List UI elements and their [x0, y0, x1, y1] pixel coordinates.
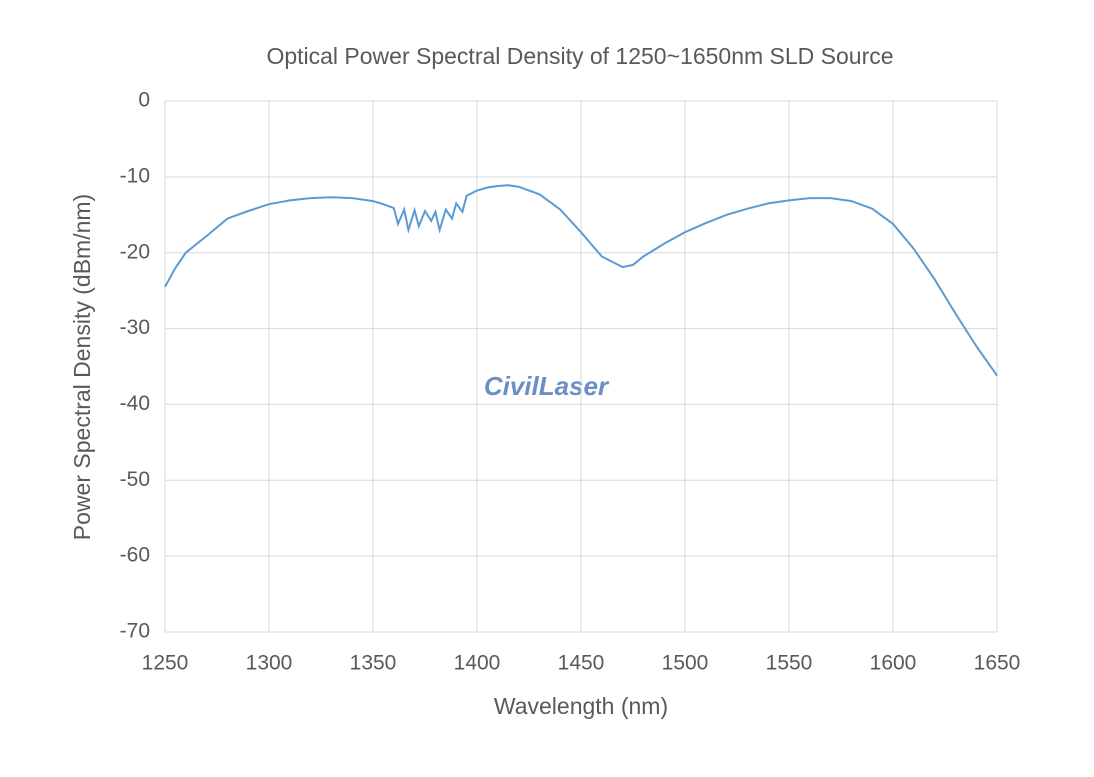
- y-tick-label: 0: [138, 89, 150, 112]
- y-tick-label: -20: [120, 240, 150, 263]
- x-tick-label: 1250: [142, 652, 189, 675]
- x-tick-label: 1400: [454, 652, 501, 675]
- y-tick-label: -60: [120, 544, 150, 567]
- x-tick-label: 1300: [246, 652, 293, 675]
- y-axis-label: Power Spectral Density (dBm/nm): [69, 194, 95, 540]
- watermark: CivilLaser: [484, 371, 610, 401]
- x-tick-label: 1500: [662, 652, 709, 675]
- x-tick-label: 1350: [350, 652, 397, 675]
- chart-title: Optical Power Spectral Density of 1250~1…: [266, 43, 893, 69]
- x-axis-label: Wavelength (nm): [494, 693, 668, 719]
- data-line: [164, 184, 998, 377]
- x-tick-label: 1600: [870, 652, 917, 675]
- y-tick-label: -10: [120, 164, 150, 187]
- y-tick-label: -40: [120, 392, 150, 415]
- x-tick-label: 1450: [558, 652, 605, 675]
- x-tick-label: 1550: [766, 652, 813, 675]
- x-tick-label: 1650: [974, 652, 1021, 675]
- y-tick-label: -30: [120, 316, 150, 339]
- y-tick-label: -70: [120, 620, 150, 643]
- y-tick-label: -50: [120, 468, 150, 491]
